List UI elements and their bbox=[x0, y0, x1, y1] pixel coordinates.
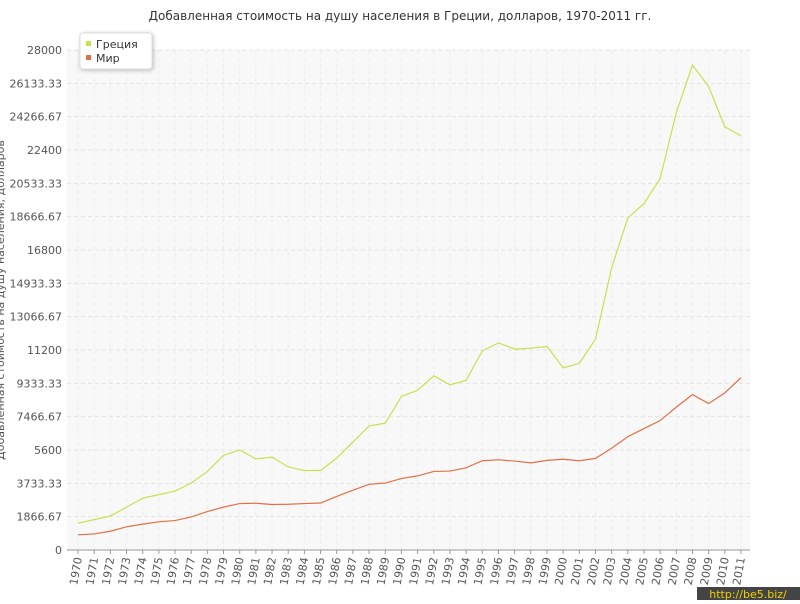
x-tick-label: 1984 bbox=[294, 556, 312, 586]
x-tick-label: 1995 bbox=[472, 556, 490, 586]
x-tick-label: 1987 bbox=[342, 556, 360, 586]
y-tick-label: 0 bbox=[55, 544, 62, 557]
y-tick-label: 16800 bbox=[27, 244, 62, 257]
y-tick-label: 20533.33 bbox=[10, 177, 63, 190]
x-tick-label: 1975 bbox=[148, 556, 166, 586]
x-tick-label: 1980 bbox=[229, 556, 247, 586]
x-tick-label: 1974 bbox=[132, 556, 150, 586]
x-tick-label: 2002 bbox=[585, 556, 603, 586]
x-tick-label: 2001 bbox=[569, 556, 587, 586]
y-tick-label: 11200 bbox=[27, 344, 62, 357]
y-tick-label: 7466.67 bbox=[17, 411, 63, 424]
legend-swatch bbox=[86, 55, 91, 60]
x-tick-label: 2009 bbox=[698, 556, 716, 586]
x-tick-label: 1982 bbox=[261, 556, 279, 586]
x-tick-label: 2003 bbox=[601, 556, 619, 586]
y-tick-label: 13066.67 bbox=[10, 311, 63, 324]
y-tick-label: 18666.67 bbox=[10, 211, 63, 224]
series-line bbox=[77, 63, 742, 524]
legend-label: Мир bbox=[96, 52, 120, 65]
x-tick-label: 2004 bbox=[617, 556, 635, 586]
plot-area bbox=[67, 50, 750, 550]
x-tick-label: 1996 bbox=[488, 556, 506, 586]
x-tick-label: 1998 bbox=[520, 556, 538, 586]
y-tick-label: 24266.67 bbox=[10, 111, 63, 124]
y-tick-label: 28000 bbox=[27, 44, 62, 57]
y-tick-label: 5600 bbox=[34, 444, 62, 457]
series-line bbox=[77, 377, 742, 536]
x-tick-label: 1997 bbox=[504, 556, 522, 586]
x-tick-label: 1973 bbox=[116, 556, 134, 586]
x-tick-label: 1986 bbox=[326, 556, 344, 586]
chart-title: Добавленная стоимость на душу населения … bbox=[149, 9, 652, 23]
x-tick-label: 1983 bbox=[278, 556, 296, 586]
x-tick-label: 2005 bbox=[633, 556, 651, 586]
x-tick-label: 1976 bbox=[164, 556, 182, 586]
x-tick-label: 1972 bbox=[100, 556, 118, 586]
y-tick-label: 1866.67 bbox=[17, 511, 63, 524]
x-tick-label: 1981 bbox=[245, 556, 263, 586]
x-tick-label: 1999 bbox=[536, 556, 554, 586]
x-tick-label: 1994 bbox=[455, 556, 473, 586]
legend-swatch bbox=[86, 41, 91, 46]
y-tick-label: 26133.33 bbox=[10, 77, 63, 90]
x-tick-label: 1991 bbox=[407, 556, 425, 586]
watermark: http://be5.biz/ bbox=[709, 588, 787, 600]
x-tick-label: 2000 bbox=[552, 556, 570, 586]
y-tick-label: 3733.33 bbox=[17, 477, 63, 490]
x-tick-label: 1979 bbox=[213, 556, 231, 586]
y-tick-label: 22400 bbox=[27, 144, 62, 157]
x-tick-label: 2011 bbox=[730, 556, 748, 586]
x-tick-label: 1978 bbox=[197, 556, 215, 586]
legend-box bbox=[79, 32, 153, 70]
x-tick-label: 1988 bbox=[358, 556, 376, 586]
x-tick-label: 2008 bbox=[682, 556, 700, 586]
y-tick-label: 9333.33 bbox=[17, 377, 63, 390]
x-tick-label: 1990 bbox=[391, 556, 409, 586]
x-tick-label: 2010 bbox=[714, 556, 732, 586]
x-tick-label: 1992 bbox=[423, 556, 441, 586]
x-tick-label: 2007 bbox=[666, 556, 684, 586]
x-tick-label: 1977 bbox=[180, 556, 198, 586]
y-axis-label: Добавленная стоимость на душу населения,… bbox=[0, 140, 7, 460]
x-tick-label: 2006 bbox=[649, 556, 667, 586]
legend-label: Греция bbox=[96, 38, 138, 51]
x-tick-label: 1971 bbox=[83, 556, 101, 586]
watermark-bg bbox=[697, 587, 800, 600]
x-tick-label: 1989 bbox=[375, 556, 393, 586]
x-tick-label: 1993 bbox=[439, 556, 457, 586]
x-tick-label: 1970 bbox=[67, 556, 85, 586]
y-tick-label: 14933.33 bbox=[10, 277, 63, 290]
x-tick-label: 1985 bbox=[310, 556, 328, 586]
